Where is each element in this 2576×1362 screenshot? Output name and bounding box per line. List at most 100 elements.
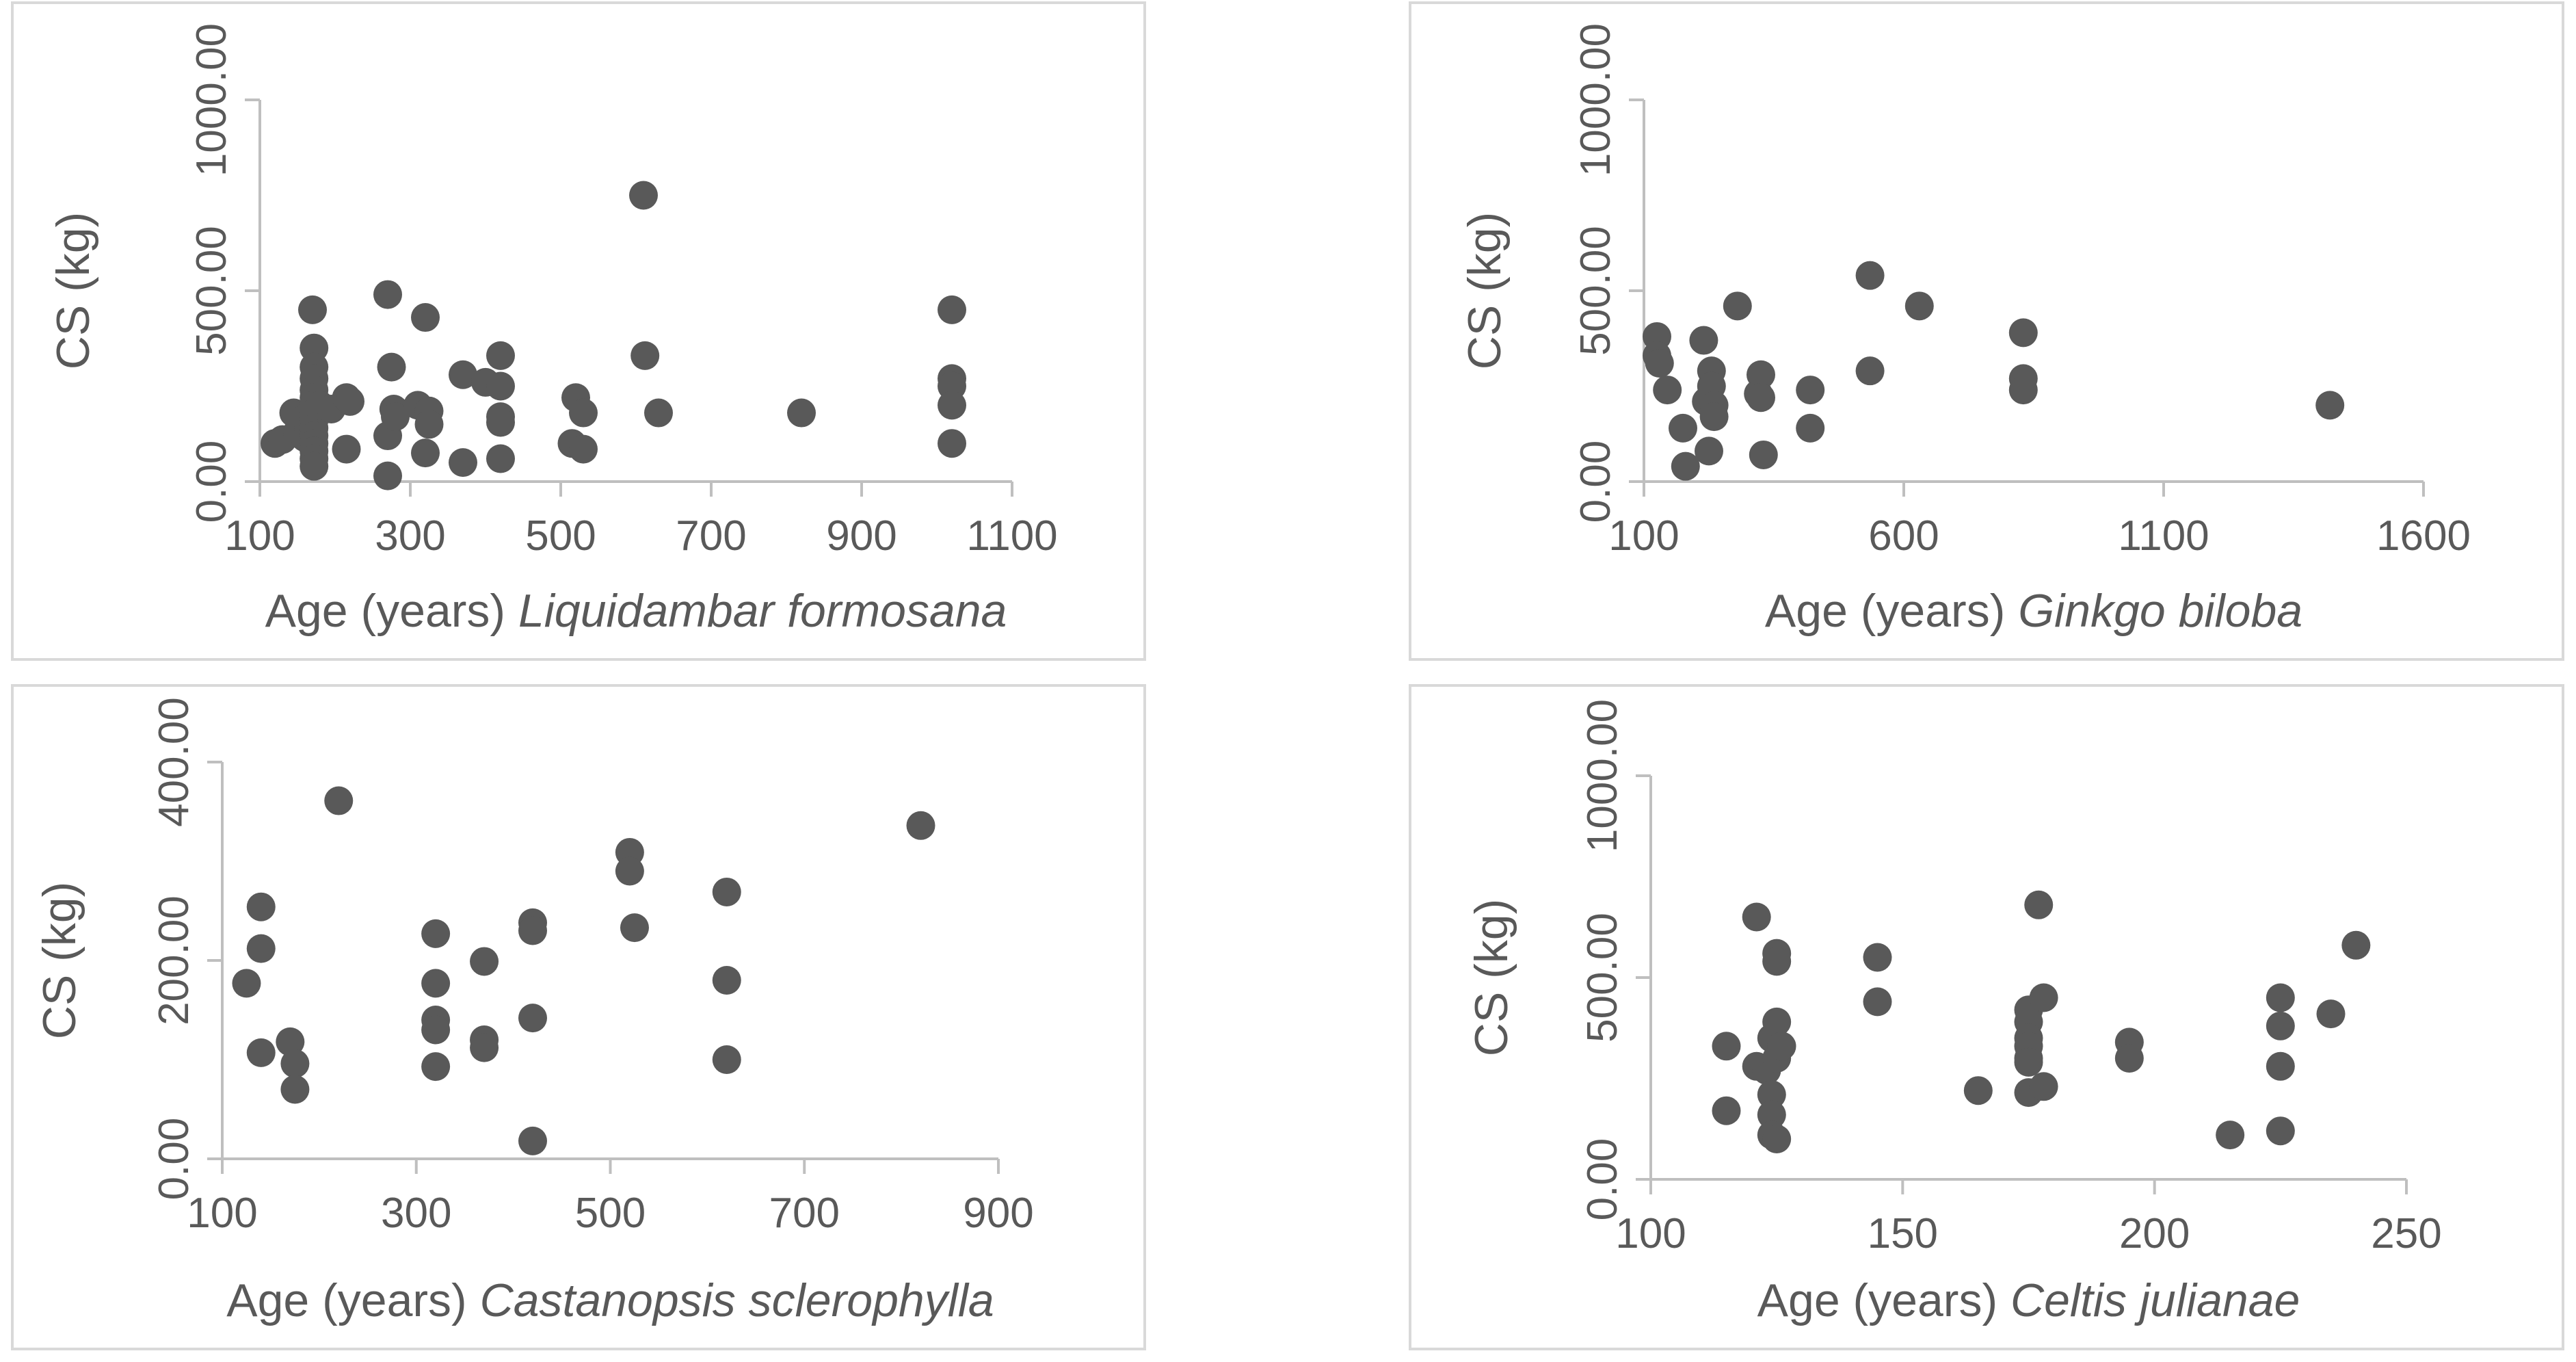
data-point bbox=[1796, 376, 1825, 405]
data-point bbox=[276, 1027, 305, 1056]
y-tick-label: 1000.00 bbox=[1579, 699, 1626, 852]
data-point bbox=[620, 913, 649, 943]
species-name: Ginkgo biloba bbox=[2018, 585, 2302, 637]
species-name: Castanopsis sclerophylla bbox=[480, 1274, 994, 1326]
y-tick-label: 500.00 bbox=[1572, 226, 1619, 356]
data-point bbox=[518, 916, 547, 945]
x-tick-label: 1600 bbox=[2376, 512, 2471, 560]
x-tick-label: 200 bbox=[2119, 1210, 2190, 1257]
data-point bbox=[2029, 983, 2058, 1012]
data-point bbox=[414, 410, 444, 439]
y-tick-label: 400.00 bbox=[150, 697, 198, 827]
y-tick-label: 1000.00 bbox=[1572, 23, 1619, 176]
x-tick-label: 300 bbox=[381, 1190, 451, 1237]
data-point bbox=[470, 1033, 499, 1062]
x-tick-label: 700 bbox=[676, 512, 746, 560]
y-axis-title: CS (kg) bbox=[1465, 899, 1517, 1056]
chart-panel-ginkgo: 0.00 500.00 1000.00 100 600 1100 1600 CS (kg) Ag… bbox=[1409, 1, 2564, 661]
data-point bbox=[300, 451, 329, 481]
y-tick-label: 500.00 bbox=[188, 226, 235, 356]
data-point bbox=[486, 444, 515, 473]
x-tick-label: 1100 bbox=[966, 512, 1057, 560]
y-axis-title: CS (kg) bbox=[1459, 212, 1511, 369]
data-point bbox=[324, 786, 354, 815]
data-point bbox=[2316, 999, 2346, 1029]
data-point bbox=[787, 398, 816, 428]
y-tick-label: 0.00 bbox=[1579, 1138, 1626, 1221]
x-tick-label: 150 bbox=[1868, 1210, 1938, 1257]
data-point bbox=[1669, 413, 1697, 443]
data-point bbox=[411, 303, 440, 332]
data-point bbox=[1757, 1100, 1786, 1129]
x-tick-label: 900 bbox=[826, 512, 897, 560]
x-axis-title: Age (years) Liquidambar formosana bbox=[265, 585, 1007, 637]
x-tick-label: 900 bbox=[963, 1190, 1033, 1237]
data-point bbox=[411, 438, 440, 468]
data-point bbox=[1762, 1125, 1792, 1153]
data-point bbox=[336, 387, 364, 416]
data-point bbox=[938, 391, 966, 420]
data-point bbox=[1855, 261, 1885, 290]
data-point bbox=[246, 934, 276, 963]
data-point bbox=[1757, 1080, 1786, 1110]
data-point bbox=[2266, 1116, 2295, 1146]
data-point bbox=[1712, 1032, 1741, 1061]
data-point bbox=[1762, 1007, 1792, 1036]
data-point bbox=[421, 1052, 451, 1082]
data-point bbox=[2266, 1011, 2295, 1040]
data-point bbox=[2008, 376, 2038, 405]
chart-panel-celtis: 0.00 500.00 1000.00 100 150 200 250 CS (kg) Age … bbox=[1409, 684, 2564, 1350]
data-point bbox=[712, 877, 741, 906]
data-point bbox=[232, 969, 261, 998]
data-point bbox=[332, 434, 361, 464]
data-point bbox=[1695, 436, 1723, 466]
data-point bbox=[2014, 1047, 2043, 1077]
y-tick-label: 0.00 bbox=[1572, 441, 1619, 523]
data-point bbox=[2341, 930, 2371, 960]
data-point bbox=[2266, 983, 2295, 1012]
scatter-chart-castanopsis: 0.00 200.00 400.00 100 300 500 700 900 CS (kg) Ag… bbox=[34, 697, 1034, 1326]
data-point bbox=[569, 434, 598, 464]
data-point bbox=[2114, 1044, 2144, 1073]
chart-panel-castanopsis: 0.00 200.00 400.00 100 300 500 700 900 CS (kg) Ag… bbox=[11, 684, 1146, 1350]
data-point bbox=[1712, 1096, 1741, 1125]
x-axis-title: Age (years) Ginkgo biloba bbox=[1765, 585, 2302, 637]
data-point bbox=[486, 371, 515, 401]
data-point bbox=[1762, 947, 1792, 976]
data-point bbox=[449, 448, 477, 477]
data-point bbox=[377, 352, 406, 382]
x-tick-label: 600 bbox=[1868, 512, 1939, 560]
x-tick-label: 700 bbox=[769, 1190, 840, 1237]
data-point bbox=[1645, 349, 1674, 378]
data-point bbox=[712, 1045, 741, 1074]
x-tick-label: 300 bbox=[375, 512, 445, 560]
data-point bbox=[2216, 1121, 2245, 1150]
data-point bbox=[518, 1126, 547, 1155]
data-point bbox=[373, 280, 402, 309]
data-point bbox=[298, 295, 327, 324]
data-point bbox=[1963, 1076, 1993, 1105]
data-point bbox=[2315, 391, 2345, 420]
data-point bbox=[246, 892, 276, 921]
data-point bbox=[1747, 383, 1775, 412]
data-point bbox=[938, 295, 966, 324]
x-tick-label: 250 bbox=[2371, 1210, 2441, 1257]
y-axis-title: CS (kg) bbox=[34, 882, 85, 1039]
data-point bbox=[421, 919, 451, 948]
x-tick-label: 100 bbox=[1615, 1210, 1686, 1257]
data-point bbox=[644, 398, 673, 428]
data-point bbox=[246, 1038, 276, 1067]
data-point bbox=[2266, 1051, 2295, 1081]
x-axis-title-text: Age (years) bbox=[1765, 585, 2018, 637]
data-point bbox=[2024, 890, 2054, 919]
data-point bbox=[1671, 451, 1700, 481]
y-tick-label: 0.00 bbox=[150, 1118, 198, 1201]
data-point bbox=[1699, 402, 1729, 432]
data-point bbox=[1747, 360, 1775, 389]
x-axis-title-text: Age (years) bbox=[226, 1274, 479, 1326]
data-point bbox=[470, 947, 499, 976]
chart-panel-liquidambar: 0.00 500.00 1000.00 100 300 500 700 900 1100 CS (… bbox=[11, 1, 1146, 661]
x-tick-label: 100 bbox=[187, 1190, 257, 1237]
data-point bbox=[1855, 356, 1885, 386]
species-name: Celtis julianae bbox=[2010, 1274, 2300, 1326]
